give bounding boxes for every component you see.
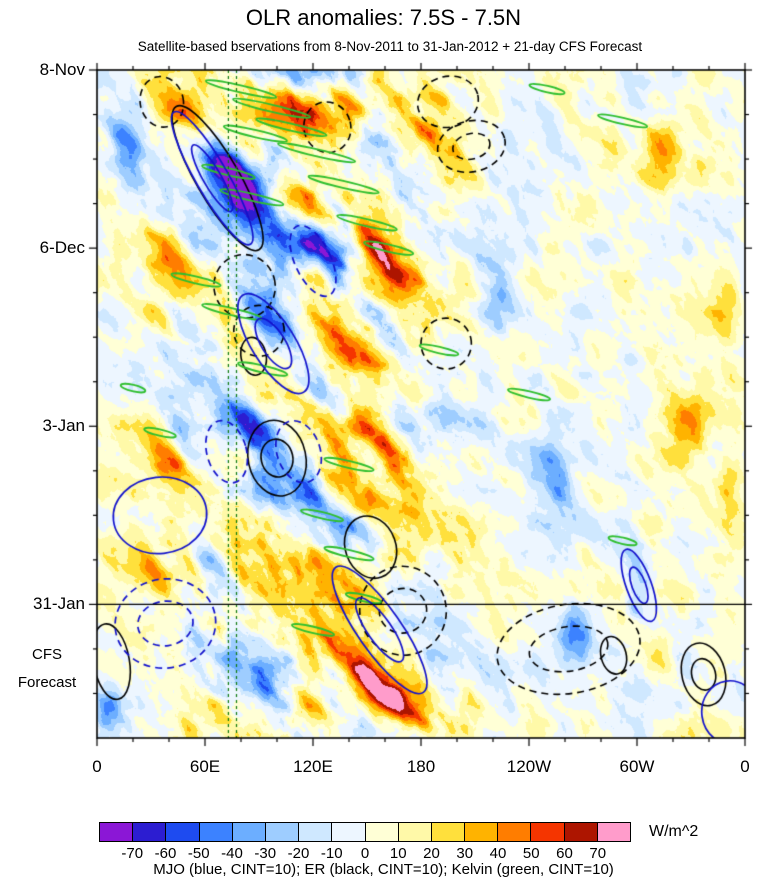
colorbar-tick-label: 30 — [456, 845, 474, 862]
chart-title: OLR anomalies: 7.5S - 7.5N — [245, 5, 522, 30]
colorbar-tick-label: -40 — [221, 845, 243, 862]
colorbar-tick-label: 0 — [360, 845, 370, 862]
colorbar-cell — [397, 822, 432, 842]
colorbar-cell — [530, 822, 565, 842]
colorbar-tick-label: -20 — [287, 845, 310, 862]
colorbar-cell — [99, 822, 134, 842]
y-tick-label: 31-Jan — [33, 594, 85, 614]
colorbar — [99, 822, 631, 842]
y-tick-label: 3-Jan — [42, 416, 85, 436]
chart-subtitle: Satellite-based bservations from 8-Nov-2… — [137, 39, 643, 54]
colorbar-cell — [430, 822, 466, 842]
colorbar-tick-label: -50 — [187, 845, 210, 862]
colorbar-cell — [132, 822, 167, 842]
colorbar-tick-label: 70 — [589, 845, 607, 862]
colorbar-cell — [264, 822, 300, 842]
colorbar-cell — [231, 822, 266, 842]
colorbar-tick-label: 20 — [423, 845, 440, 862]
colorbar-tick-label: -70 — [121, 845, 144, 862]
colorbar-tick-label: 60 — [556, 845, 573, 862]
colorbar-cell — [563, 822, 598, 842]
colorbar-tick-label: 40 — [489, 845, 507, 862]
colorbar-cell — [198, 822, 233, 842]
cfs-forecast-label-line1: CFS — [32, 646, 62, 663]
colorbar-units: W/m^2 — [649, 823, 699, 840]
colorbar-tick-label: 50 — [522, 845, 540, 862]
colorbar-cell — [464, 822, 499, 842]
colorbar-tick-label: -60 — [154, 845, 177, 862]
colorbar-tick-label: -30 — [254, 845, 277, 862]
colorbar-tick-label: -10 — [320, 845, 343, 862]
colorbar-cell — [596, 822, 631, 842]
x-tick-label: 120E — [293, 757, 333, 776]
y-tick-label: 8-Nov — [39, 60, 85, 79]
x-tick-label: 60E — [189, 757, 221, 776]
y-tick-label: 6-Dec — [39, 238, 85, 258]
x-tick-label: 0 — [92, 757, 102, 776]
colorbar-cell — [331, 822, 366, 842]
colorbar-cell — [364, 822, 399, 842]
contour-legend: MJO (blue, CINT=10); ER (black, CINT=10)… — [153, 861, 614, 878]
x-tick-label: 120W — [506, 757, 552, 776]
x-tick-label: 0 — [740, 757, 750, 776]
colorbar-cell — [298, 822, 333, 842]
colorbar-cell — [497, 822, 532, 842]
x-tick-label: 60W — [619, 757, 655, 776]
cfs-forecast-label-line2: Forecast — [17, 674, 77, 691]
x-tick-label: 180 — [406, 757, 436, 776]
colorbar-cell — [165, 822, 200, 842]
colorbar-tick-label: 10 — [389, 845, 407, 862]
